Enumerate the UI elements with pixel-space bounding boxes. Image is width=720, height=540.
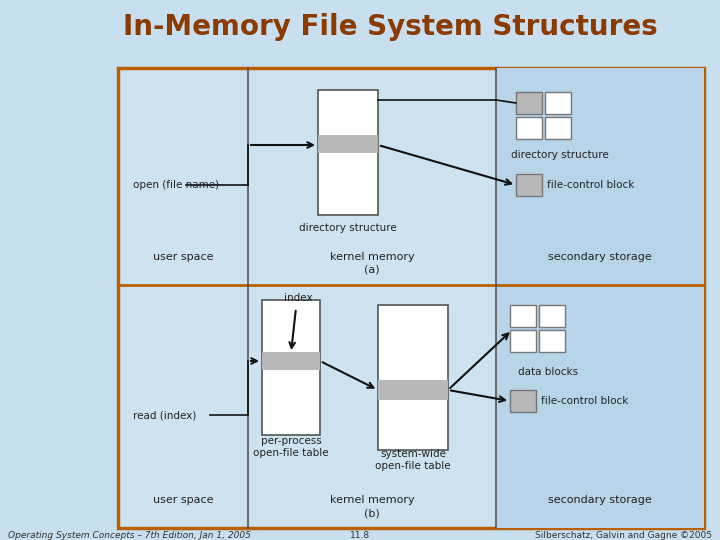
Text: kernel memory: kernel memory bbox=[330, 495, 414, 505]
Bar bbox=[539, 330, 565, 352]
Text: file-control block: file-control block bbox=[541, 396, 629, 406]
Bar bbox=[516, 92, 542, 114]
Bar bbox=[516, 117, 542, 139]
Text: index: index bbox=[284, 293, 312, 303]
Bar bbox=[545, 117, 571, 139]
Text: (b): (b) bbox=[364, 509, 380, 519]
Bar bbox=[262, 352, 320, 370]
Bar bbox=[496, 68, 704, 285]
Text: directory structure: directory structure bbox=[299, 223, 397, 233]
Text: 11.8: 11.8 bbox=[350, 530, 370, 539]
Text: user space: user space bbox=[153, 495, 213, 505]
Bar bbox=[545, 92, 571, 114]
Text: open (file name): open (file name) bbox=[133, 180, 219, 190]
Text: user space: user space bbox=[153, 252, 213, 262]
Text: read (index): read (index) bbox=[133, 410, 197, 420]
Bar bbox=[378, 380, 448, 400]
Text: file-control block: file-control block bbox=[547, 180, 634, 190]
Text: (a): (a) bbox=[364, 265, 380, 275]
Bar bbox=[510, 305, 536, 327]
Text: secondary storage: secondary storage bbox=[548, 252, 652, 262]
Bar bbox=[262, 300, 320, 435]
Bar bbox=[496, 285, 704, 528]
Text: data blocks: data blocks bbox=[518, 367, 578, 377]
Bar bbox=[118, 68, 704, 528]
Text: In-Memory File System Structures: In-Memory File System Structures bbox=[122, 13, 657, 41]
Bar bbox=[516, 174, 542, 196]
Text: kernel memory: kernel memory bbox=[330, 252, 414, 262]
Text: per-process
open-file table: per-process open-file table bbox=[253, 436, 329, 458]
Text: Silberschatz, Galvin and Gagne ©2005: Silberschatz, Galvin and Gagne ©2005 bbox=[535, 530, 712, 539]
Text: directory structure: directory structure bbox=[511, 150, 609, 160]
Bar bbox=[510, 330, 536, 352]
Text: Operating System Concepts – 7th Edition, Jan 1, 2005: Operating System Concepts – 7th Edition,… bbox=[8, 530, 251, 539]
Bar bbox=[539, 305, 565, 327]
Text: secondary storage: secondary storage bbox=[548, 495, 652, 505]
Text: system-wide
open-file table: system-wide open-file table bbox=[375, 449, 451, 471]
Bar bbox=[318, 135, 378, 153]
Bar bbox=[378, 305, 448, 450]
Bar bbox=[318, 90, 378, 215]
Bar bbox=[510, 390, 536, 412]
